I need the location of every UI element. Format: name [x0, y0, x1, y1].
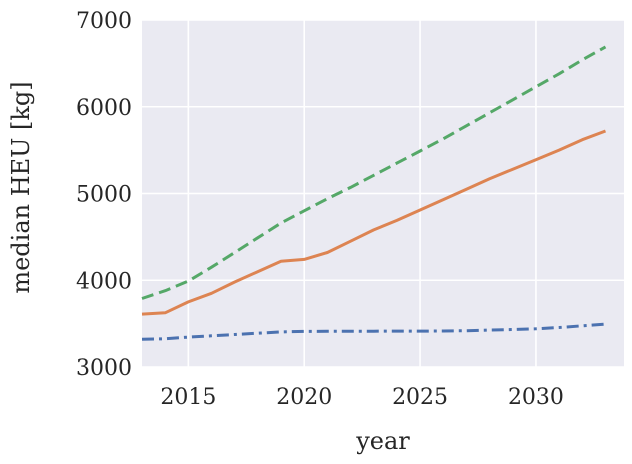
tick-labels: 2015 2020 2025 2030 3000 4000 5000 6000 7000 [76, 9, 564, 410]
x-tick-label: 2020 [276, 385, 332, 410]
y-tick-label: 6000 [76, 96, 132, 121]
grid-lines [142, 19, 624, 368]
y-tick-label: 7000 [76, 9, 132, 34]
series-line-2 [141, 129, 607, 316]
series-layer [141, 45, 607, 341]
x-tick-label: 2025 [392, 385, 448, 410]
series-line-1 [141, 322, 606, 341]
x-tick-label: 2030 [508, 385, 564, 410]
x-axis-label: year [355, 427, 410, 455]
series-line-3 [141, 45, 607, 300]
y-tick-label: 4000 [76, 269, 132, 294]
y-axis-label: median HEU [kg] [7, 81, 35, 293]
x-tick-label: 2015 [160, 385, 216, 410]
y-tick-label: 3000 [76, 356, 132, 381]
y-tick-label: 5000 [76, 183, 132, 208]
